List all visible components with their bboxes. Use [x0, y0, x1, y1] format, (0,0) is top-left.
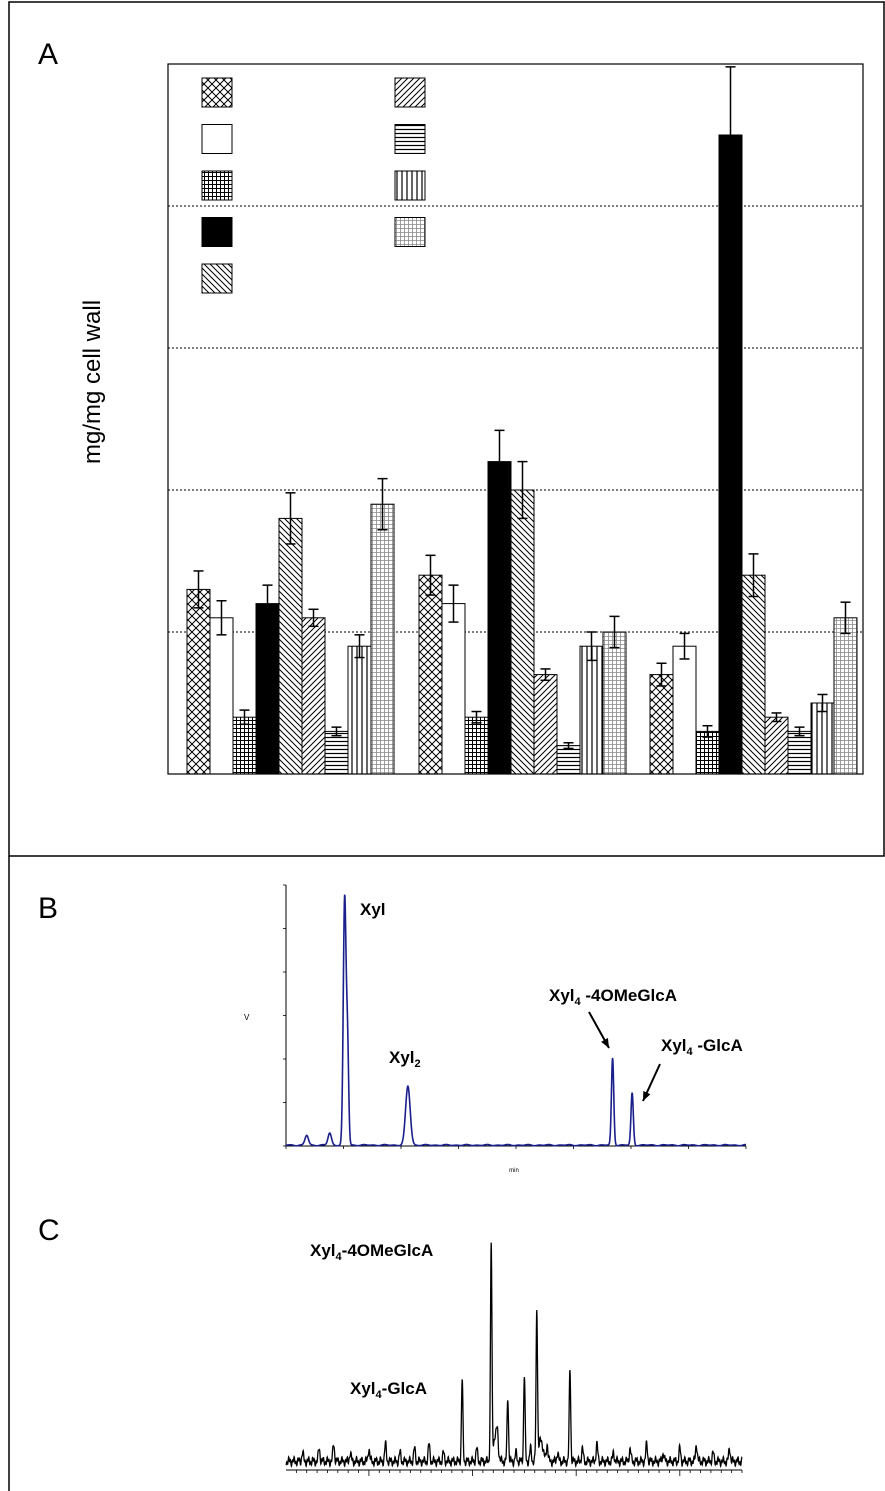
bar-fuc-intermediate: [464, 716, 489, 775]
bar-ara-young: [186, 588, 211, 775]
bar-glca-intermediate: [533, 674, 558, 775]
bar-rha-young: [209, 617, 234, 775]
peak-name-xyl4-glca: Xyl4-GlcA: [350, 1379, 427, 1401]
legend-swatch-man: [394, 124, 426, 154]
peak-annotations: Xyl Xyl2 Xyl4 -4OMeGlcA Xyl4 -GlcA: [360, 900, 743, 1102]
legend-swatch-fuc: [201, 170, 233, 201]
error-bars: [193, 66, 851, 750]
annotation-xyl: Xyl: [360, 900, 386, 919]
bar-ara-mature: [649, 674, 674, 775]
arrow-xyl4-glca-head: [643, 1091, 651, 1101]
bar-glc-mature: [833, 617, 858, 775]
legend-swatch-rha: [201, 124, 233, 154]
axes: [286, 1469, 743, 1476]
legend-swatch-gala: [201, 263, 233, 294]
legend-swatch-glca: [394, 77, 426, 108]
bar-glca-mature: [764, 716, 789, 775]
spectrum-trace: [285, 1242, 743, 1469]
legend: [201, 77, 426, 294]
bars: [186, 134, 858, 775]
bar-ara-intermediate: [418, 574, 443, 775]
bar-man-mature: [787, 730, 812, 775]
bar-gal-intermediate: [579, 645, 604, 775]
panel-c-mass-spectrum: Xyl4-4OMeGlcA Xyl4-GlcA: [285, 1241, 743, 1476]
panel-a-frame: [8, 1, 885, 857]
bar-glca-young: [301, 617, 326, 775]
panel-b-letter: B: [38, 892, 58, 925]
bar-gala-young: [278, 517, 303, 775]
bar-gala-mature: [741, 574, 766, 775]
y-axis-label: V: [244, 1013, 250, 1022]
bar-glc-young: [370, 503, 395, 775]
bar-gal-mature: [810, 702, 835, 775]
bar-gala-intermediate: [510, 489, 535, 775]
annotation-xyl4-4omeglca: Xyl4 -4OMeGlcA: [549, 986, 677, 1008]
annotation-xyl4-glca: Xyl4 -GlcA: [661, 1036, 743, 1058]
axes: [283, 884, 747, 1149]
panel-a-letter: A: [38, 38, 58, 71]
bar-man-young: [324, 730, 349, 775]
arrow-xyl4-4omeglca-head: [601, 1038, 609, 1048]
bar-gal-young: [347, 645, 372, 775]
peak-labels: Xyl4-4OMeGlcA Xyl4-GlcA: [310, 1241, 433, 1401]
legend-swatch-xyl: [201, 217, 233, 247]
panel-b-chromatogram: Xyl Xyl2 Xyl4 -4OMeGlcA Xyl4 -GlcA V min: [244, 884, 747, 1174]
peak-name-xyl4-4omeglca: Xyl4-4OMeGlcA: [310, 1241, 433, 1263]
bar-man-intermediate: [556, 745, 581, 775]
y-axis-label: mg/mg cell wall: [79, 300, 106, 464]
x-axis-label: min: [509, 1168, 519, 1174]
panel-a-bar-chart: mg/mg cell wall: [79, 63, 864, 775]
bar-fuc-young: [232, 716, 257, 775]
bar-xyl-mature: [718, 134, 743, 775]
legend-swatch-gal: [394, 170, 426, 201]
bar-xyl-young: [255, 603, 280, 775]
legend-swatch-ara: [201, 77, 233, 108]
bar-glc-intermediate: [602, 631, 627, 775]
legend-swatch-glc: [394, 217, 426, 247]
chromatogram-trace: [286, 894, 747, 1147]
bar-rha-intermediate: [441, 603, 466, 775]
annotation-xyl2: Xyl2: [389, 1048, 421, 1070]
panel-c-letter: C: [38, 1214, 60, 1247]
bar-rha-mature: [672, 645, 697, 775]
bar-xyl-intermediate: [487, 461, 512, 775]
plot-frame: [167, 63, 864, 775]
